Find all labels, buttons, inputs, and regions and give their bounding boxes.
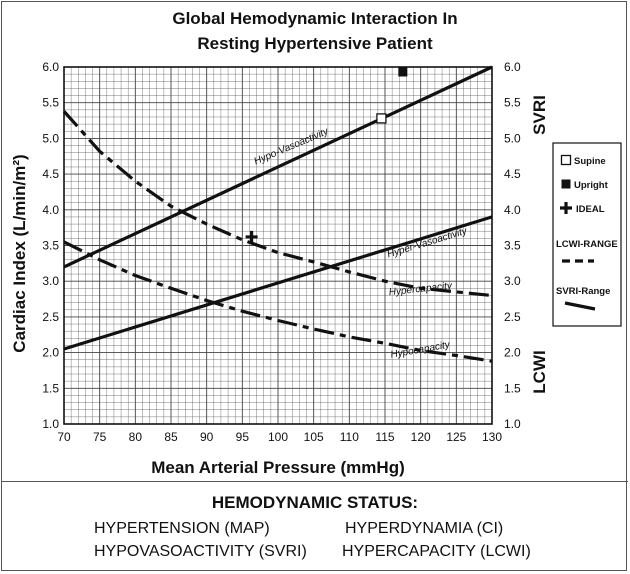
y-tick-label-left: 6.0 (42, 60, 59, 74)
y-tick-label-left: 4.5 (42, 167, 59, 181)
legend-symbol-0 (560, 154, 572, 166)
y-tick-label-left: 5.0 (42, 131, 59, 145)
y-tick-label-right: 4.5 (504, 167, 521, 181)
y-axis-label-svri: SVRI (530, 95, 549, 135)
section-divider (1, 481, 628, 482)
y-tick-label-left: 3.5 (42, 239, 59, 253)
y-tick-label-left: 2.5 (42, 310, 59, 324)
y-tick-label-right: 3.5 (504, 239, 521, 253)
x-tick-label: 100 (268, 430, 288, 444)
y-tick-label-right: 1.0 (504, 417, 521, 431)
status-item-hypercapacity: HYPERCAPACITY (LCWI) (342, 543, 531, 560)
chart-title: Global Hemodynamic Interaction In (172, 9, 458, 28)
x-tick-label: 105 (304, 430, 324, 444)
status-title: HEMODYNAMIC STATUS: (211, 493, 419, 512)
marker-ideal (245, 230, 258, 243)
y-tick-label-left: 4.0 (42, 203, 59, 217)
marker-upright (398, 67, 408, 77)
x-tick-label: 115 (375, 430, 394, 444)
svri-line-0 (63, 65, 493, 269)
x-tick-label: 80 (129, 430, 143, 444)
y-tick-label-left: 3.0 (42, 274, 59, 288)
marker-supine (376, 113, 387, 124)
x-tick-label: 125 (446, 430, 466, 444)
legend-label: Supine (574, 156, 606, 167)
x-tick-label: 95 (236, 430, 250, 444)
legend-box (552, 142, 622, 327)
legend-label: IDEAL (576, 204, 605, 215)
y-tick-label-right: 6.0 (504, 60, 521, 74)
legend-symbol-1 (561, 179, 571, 189)
legend-label: SVRI-Range (556, 286, 610, 297)
legend-symbol-2 (560, 202, 572, 214)
legend-symbol-4 (564, 301, 596, 311)
y-axis-label-lcwi: LCWI (530, 350, 549, 393)
y-tick-label-right: 3.0 (504, 274, 521, 288)
y-tick-label-right: 5.0 (504, 131, 521, 145)
lcwi-curve-2 (62, 110, 493, 298)
x-axis-label: Mean Arterial Pressure (mmHg) (151, 458, 405, 477)
y-tick-label-left: 1.0 (42, 417, 59, 431)
legend-label: LCWI-RANGE (556, 239, 618, 250)
lcwi-curve-3 (63, 240, 493, 363)
y-tick-label-right: 5.5 (504, 96, 521, 110)
x-tick-label: 70 (57, 430, 71, 444)
y-tick-label-left: 1.5 (42, 381, 59, 395)
status-item-hyperdynamia: HYPERDYNAMIA (CI) (345, 520, 504, 537)
y-axis-label-left: Cardiac Index (L/min/m²) (10, 154, 29, 352)
x-tick-label: 110 (340, 430, 359, 444)
svri-line-1 (63, 215, 493, 351)
y-tick-label-right: 2.0 (504, 346, 521, 360)
y-tick-label-right: 1.5 (504, 381, 521, 395)
y-tick-label-left: 5.5 (42, 96, 59, 110)
x-tick-label: 90 (200, 430, 214, 444)
x-tick-label: 75 (93, 430, 107, 444)
chart-subtitle: Resting Hypertensive Patient (197, 34, 433, 53)
y-tick-label-right: 4.0 (504, 203, 521, 217)
y-tick-label-right: 2.5 (504, 310, 521, 324)
x-tick-label: 120 (411, 430, 431, 444)
x-tick-label: 130 (482, 430, 502, 444)
legend-label: Upright (574, 180, 609, 191)
x-tick-label: 85 (164, 430, 178, 444)
status-item-hypertension: HYPERTENSION (MAP) (94, 520, 270, 537)
legend: Supine Upright IDEAL LCWI-RANGE SVRI-Range (552, 142, 622, 327)
status-item-hypovasoactivity: HYPOVASOACTIVITY (SVRI) (94, 543, 307, 560)
plot-border (63, 66, 493, 425)
y-tick-label-left: 2.0 (42, 346, 59, 360)
